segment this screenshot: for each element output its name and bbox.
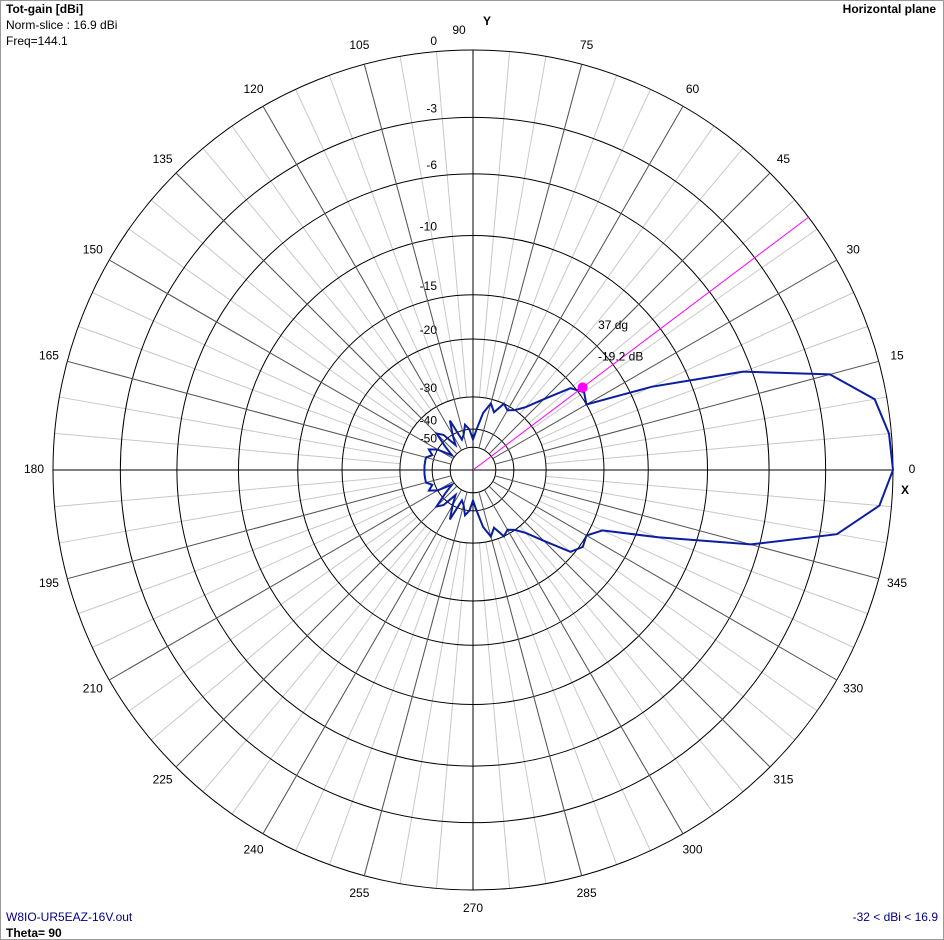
angle-tick-label: 120 [243,82,263,96]
angle-tick-label: 300 [682,842,702,856]
angle-tick-label: 195 [39,576,59,590]
x-axis-label: X [901,483,909,497]
grid-spoke [478,64,583,449]
grid-spoke [175,172,458,455]
angle-tick-label: 255 [349,886,369,900]
frequency: Freq=144.1 [6,34,68,48]
grid-spoke [492,259,837,460]
r-tick-label: -15 [420,279,438,293]
marker-gain-label: -19.2 dB [598,350,643,364]
grid-spoke [492,480,837,681]
grid-spoke [109,259,454,460]
marker-angle-label: 37 dg [598,318,628,332]
r-tick-label: -10 [420,220,438,234]
angle-tick-label: 45 [777,152,791,166]
angle-tick-label: 15 [890,349,904,363]
grid-spoke [478,491,583,876]
chart-title: Tot-gain [dBi] [6,2,83,16]
angle-tick-label: 345 [887,576,907,590]
grid-spoke [483,106,684,451]
angle-tick-label: 135 [153,152,173,166]
angle-tick-label: 30 [847,243,861,257]
angle-tick-label: 0 [909,462,916,476]
r-tick-label: -6 [426,158,437,172]
angle-tick-label: 225 [153,773,173,787]
r-tick-label: -3 [426,102,437,116]
angle-tick-label: 180 [24,462,44,476]
grid-spoke [67,360,452,465]
grid-spoke [494,360,879,465]
y-axis-label: Y [483,14,491,28]
angle-tick-label: 330 [843,682,863,696]
angle-tick-label: 60 [686,82,700,96]
grid-spoke [175,485,458,768]
angle-tick-label: 105 [349,38,369,52]
marker-line [472,216,809,471]
norm-slice: Norm-slice : 16.9 dBi [6,18,117,32]
angle-tick-label: 240 [243,842,263,856]
marker-dot [577,382,588,393]
grid-spoke [363,491,468,876]
grid-spoke [262,489,463,834]
grid-spoke [262,106,463,451]
r-tick-label: -40 [420,413,438,427]
grid-spoke [488,485,771,768]
plane-label: Horizontal plane [843,2,937,16]
grid-spoke [109,480,454,681]
theta-label: Theta= 90 [6,926,62,940]
grid-spoke [483,489,684,834]
grid-spoke [363,64,468,449]
file-name: W8IO-UR5EAZ-16V.out [6,910,133,924]
grid-spoke [488,172,771,455]
grid-spoke [494,475,879,580]
angle-tick-label: 150 [83,243,103,257]
r-tick-label: -50 [420,431,438,445]
range-label: -32 < dBi < 16.9 [853,910,939,924]
pattern-line [423,370,895,553]
angle-tick-label: 270 [463,901,483,915]
r-tick-label: -20 [420,323,438,337]
angle-tick-label: 90 [452,23,466,37]
angle-tick-label: 315 [773,773,793,787]
angle-tick-label: 285 [577,886,597,900]
angle-tick-label: 165 [39,349,59,363]
r-tick-label: 0 [430,34,437,48]
angle-tick-label: 210 [83,682,103,696]
angle-tick-label: 75 [580,38,594,52]
grid-spoke [67,475,452,580]
